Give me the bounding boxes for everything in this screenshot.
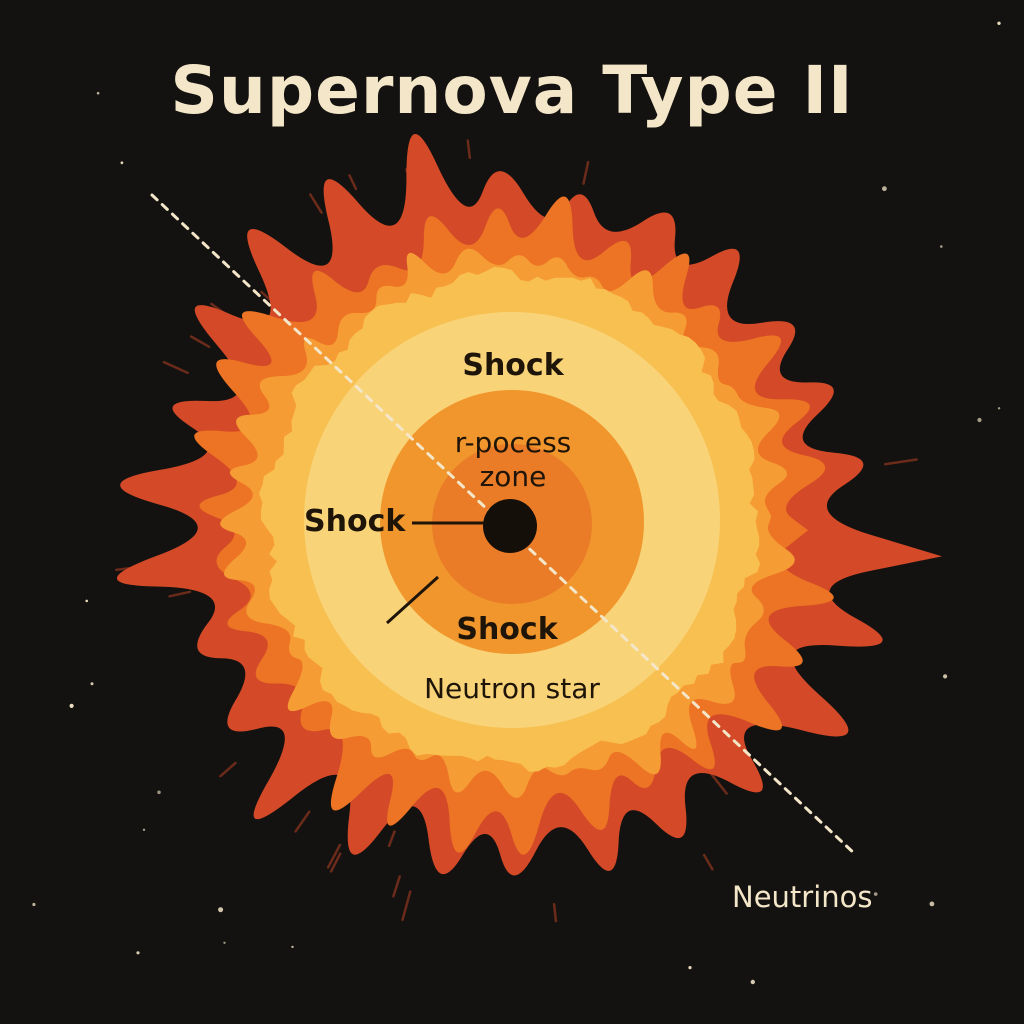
ejecta-streak xyxy=(702,853,714,871)
starfield xyxy=(32,21,1001,985)
label-r-process-line2: zone xyxy=(479,460,547,493)
label-neutron-star: Neutron star xyxy=(424,672,600,705)
star xyxy=(85,599,88,603)
ejecta-streak xyxy=(326,843,342,869)
star xyxy=(32,902,36,907)
star xyxy=(873,892,878,896)
label-shock-inner: Shock xyxy=(456,612,558,647)
star xyxy=(882,186,887,192)
star xyxy=(69,703,74,709)
star xyxy=(943,674,948,679)
label-r-process-line1: r-pocess xyxy=(454,426,572,459)
ejecta-streak xyxy=(401,890,412,922)
star xyxy=(291,945,294,949)
ejecta-streak xyxy=(466,139,472,160)
star xyxy=(218,907,224,913)
star xyxy=(977,417,982,423)
ejecta-streak xyxy=(162,360,189,375)
star xyxy=(688,966,692,970)
star xyxy=(90,682,94,686)
star xyxy=(997,407,1001,410)
star xyxy=(157,790,161,795)
ejecta-streak xyxy=(708,771,728,795)
ejecta-streak xyxy=(168,590,192,598)
ejecta-streak xyxy=(189,335,211,349)
ejecta-streak xyxy=(582,160,590,185)
ejecta-streak xyxy=(387,830,396,848)
star xyxy=(997,21,1001,25)
ejecta-streak xyxy=(294,810,311,833)
star xyxy=(223,941,226,944)
ejecta-streak xyxy=(883,458,918,466)
star xyxy=(142,828,146,831)
diagram-title: Supernova Type II xyxy=(170,52,854,129)
ejecta-streak xyxy=(348,174,358,191)
ejecta-streak xyxy=(392,875,401,898)
label-shock-left: Shock xyxy=(304,504,406,539)
ejecta-streak xyxy=(329,852,342,873)
star xyxy=(750,979,755,985)
ejecta-streak xyxy=(219,761,237,778)
label-shock-outer: Shock xyxy=(462,348,564,383)
star xyxy=(940,245,943,248)
shock-diagonal-leader-line xyxy=(385,575,440,625)
star xyxy=(96,91,100,95)
label-r-process-zone: r-pocess zone xyxy=(455,426,572,494)
star xyxy=(929,901,935,907)
star xyxy=(120,161,124,165)
neutron-star-core xyxy=(483,499,537,553)
label-neutrinos: Neutrinos xyxy=(732,880,873,914)
ejecta-streak xyxy=(552,902,558,923)
ejecta-streak xyxy=(309,193,323,214)
star xyxy=(136,951,140,955)
